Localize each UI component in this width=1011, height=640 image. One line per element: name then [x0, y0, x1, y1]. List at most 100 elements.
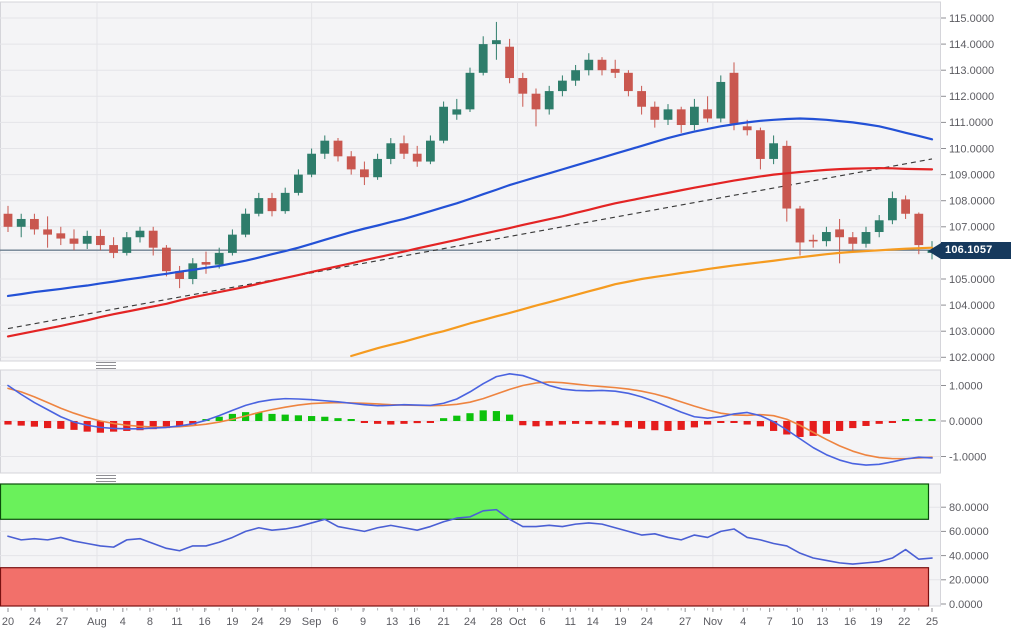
candle: [175, 271, 184, 279]
candle: [848, 237, 858, 244]
panel-resize-handle-oscillator[interactable]: [96, 475, 116, 482]
candle: [769, 143, 778, 159]
candle: [228, 234, 237, 253]
candle: [214, 252, 224, 265]
x-tick-label: 27: [56, 616, 68, 628]
macd-hist-bar: [664, 421, 672, 431]
macd-hist-bar: [545, 421, 553, 426]
y-tick-label: 20.0000: [949, 575, 989, 587]
oscillator-bands: [0, 483, 930, 607]
candle: [16, 218, 26, 227]
macd-hist-bar: [30, 421, 38, 427]
candle: [69, 238, 79, 244]
macd-hist-bar: [83, 421, 91, 432]
candle: [82, 235, 92, 244]
candle: [373, 158, 382, 178]
macd-hist-bar: [624, 421, 632, 428]
macd-hist-bar: [492, 411, 500, 421]
macd-hist-bar: [915, 419, 923, 421]
candle: [729, 72, 739, 124]
candle: [808, 239, 818, 242]
y-tick-label: 105.0000: [949, 274, 995, 286]
candle: [188, 263, 198, 279]
trend-dashed-line: [7, 158, 933, 330]
x-tick-label: 8: [147, 616, 153, 628]
x-tick-label: 4: [740, 616, 746, 628]
y-tick-label: 104.0000: [949, 300, 995, 312]
macd-hist-bar: [770, 421, 778, 431]
macd-hist-bar: [294, 415, 302, 421]
candle: [386, 143, 396, 159]
candle: [109, 245, 118, 253]
macd-hist-bar: [836, 421, 844, 431]
y-tick-label: 114.0000: [949, 39, 994, 51]
candle: [518, 78, 528, 94]
price-y-axis: 115.0000 114.0000 113.0000 112.0000 111.0000…: [941, 13, 995, 364]
panel-resize-handle-macd[interactable]: [96, 362, 116, 369]
candle: [452, 109, 462, 115]
candle: [874, 220, 884, 233]
macd-hist-bar: [453, 415, 461, 421]
macd-hist-bar: [928, 419, 936, 421]
candle: [492, 40, 501, 45]
x-tick-label: 7: [767, 616, 773, 628]
x-axis: 20 24 27 Aug 4 8 11 16 19 24 29 Sep 6 9 13 16 21 24 28 Oct 6…: [2, 608, 938, 628]
y-tick-label: 102.0000: [949, 352, 995, 364]
x-tick-label: 20: [2, 616, 14, 628]
macd-hist-bar: [17, 421, 25, 426]
oscillator-line-group: [7, 508, 933, 565]
candle: [56, 233, 66, 239]
candle: [716, 81, 726, 119]
candle: [914, 213, 924, 246]
candle: [201, 262, 211, 265]
macd-hist-bar: [149, 421, 157, 430]
x-tick-label: 24: [251, 616, 263, 628]
x-tick-label: 24: [464, 616, 476, 628]
candle: [412, 153, 422, 162]
oscillator-y-axis: 80.0000 60.0000 40.0000 20.0000 0.0000: [941, 502, 989, 611]
macd-hist-bar: [862, 421, 870, 426]
x-tick-label: 27: [679, 616, 691, 628]
macd-hist-bar: [585, 421, 593, 425]
candle: [835, 229, 844, 238]
candle: [294, 174, 303, 193]
macd-hist-bar: [70, 421, 78, 430]
y-tick-label: 111.0000: [949, 117, 993, 129]
macd-hist-bar: [690, 421, 698, 428]
x-tick-label: 10: [791, 616, 803, 628]
candle: [280, 192, 290, 212]
macd-hist-bar: [176, 421, 184, 427]
last-price-value: 106.1057: [941, 242, 1011, 259]
candlestick-series: [3, 21, 937, 289]
candle: [676, 109, 686, 126]
macd-hist-bar: [57, 421, 65, 429]
macd-hist-bar: [321, 416, 329, 421]
macd-hist-bar: [611, 421, 619, 426]
macd-hist-bar: [426, 421, 434, 423]
candle: [558, 80, 567, 92]
y-tick-label: -1.0000: [949, 451, 986, 463]
candle: [148, 230, 158, 248]
y-tick-label: 103.0000: [949, 326, 995, 338]
moving-averages: [6, 117, 934, 358]
candle: [307, 153, 316, 175]
macd-hist-bar: [532, 421, 540, 427]
y-tick-label: 115.0000: [949, 13, 994, 25]
x-tick-label: 24: [29, 616, 41, 628]
y-tick-label: 60.0000: [949, 526, 989, 538]
candle: [584, 59, 594, 71]
macd-hist-bar: [598, 421, 606, 425]
x-tick-label: 19: [614, 616, 626, 628]
flag-arrow-icon: [928, 242, 941, 259]
macd-hist-bar: [413, 421, 421, 424]
macd-hist-bar: [110, 421, 118, 432]
x-tick-label: 16: [844, 616, 856, 628]
macd-hist-bar: [730, 421, 738, 423]
y-tick-label: 113.0000: [949, 65, 994, 77]
candle: [663, 109, 673, 120]
macd-hist-bar: [849, 421, 857, 429]
x-tick-label: 11: [565, 616, 576, 628]
candle: [360, 169, 369, 178]
macd-hist-bar: [519, 421, 527, 426]
